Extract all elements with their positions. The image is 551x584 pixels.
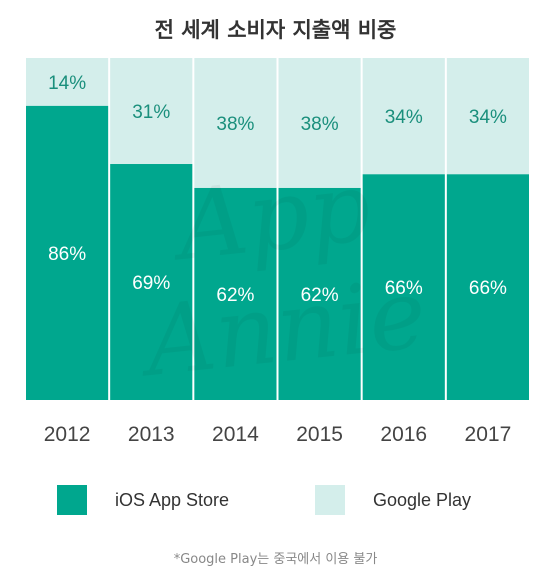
legend-item-google-play: Google Play [315, 484, 471, 516]
x-tick-label-2013: 2013 [128, 423, 175, 446]
label-ios-2015: 62% [301, 285, 339, 306]
legend-label-google-play: Google Play [373, 489, 472, 510]
label-google-play-2014: 38% [216, 114, 254, 135]
bar-ios-2015 [278, 187, 361, 400]
x-tick-label-2012: 2012 [44, 423, 91, 446]
label-ios-2014: 62% [216, 285, 254, 306]
x-tick-label-2015: 2015 [296, 423, 343, 446]
bar-ios-2016 [362, 174, 445, 400]
x-tick-label-2016: 2016 [380, 423, 427, 446]
chart-title: 전 세계 소비자 지출액 비중 [154, 18, 397, 42]
label-ios-2012: 86% [48, 244, 86, 265]
footnote: *Google Play는 중국에서 이용 불가 [173, 552, 378, 567]
legend-item-ios: iOS App Store [57, 484, 229, 516]
bar-ios-2014 [194, 187, 277, 400]
x-tick-label-2014: 2014 [212, 423, 259, 446]
bar-google-play-2016 [362, 58, 445, 175]
label-google-play-2017: 34% [469, 107, 507, 128]
legend-swatch-google-play [315, 485, 345, 515]
stacked-bar-chart: 14% 86% 2012 31% 69% 2013 38% 62% 2014 38% 62% 2015… [26, 58, 529, 446]
label-google-play-2015: 38% [301, 114, 339, 135]
label-google-play-2012: 14% [48, 73, 86, 94]
label-ios-2013: 69% [132, 273, 170, 294]
bar-google-play-2013 [110, 58, 193, 165]
legend-swatch-ios [57, 485, 87, 515]
label-ios-2017: 66% [469, 278, 507, 299]
label-google-play-2013: 31% [132, 102, 170, 123]
legend-label-ios: iOS App Store [115, 489, 230, 510]
x-tick-label-2017: 2017 [465, 423, 512, 446]
bar-google-play-2012 [26, 58, 109, 106]
bar-google-play-2017 [446, 58, 529, 175]
label-google-play-2016: 34% [385, 107, 423, 128]
label-ios-2016: 66% [385, 278, 423, 299]
bar-ios-2012 [26, 105, 109, 400]
bar-google-play-2015 [278, 58, 361, 188]
bar-ios-2017 [446, 174, 529, 400]
bar-ios-2013 [110, 164, 193, 400]
bar-google-play-2014 [194, 58, 277, 188]
